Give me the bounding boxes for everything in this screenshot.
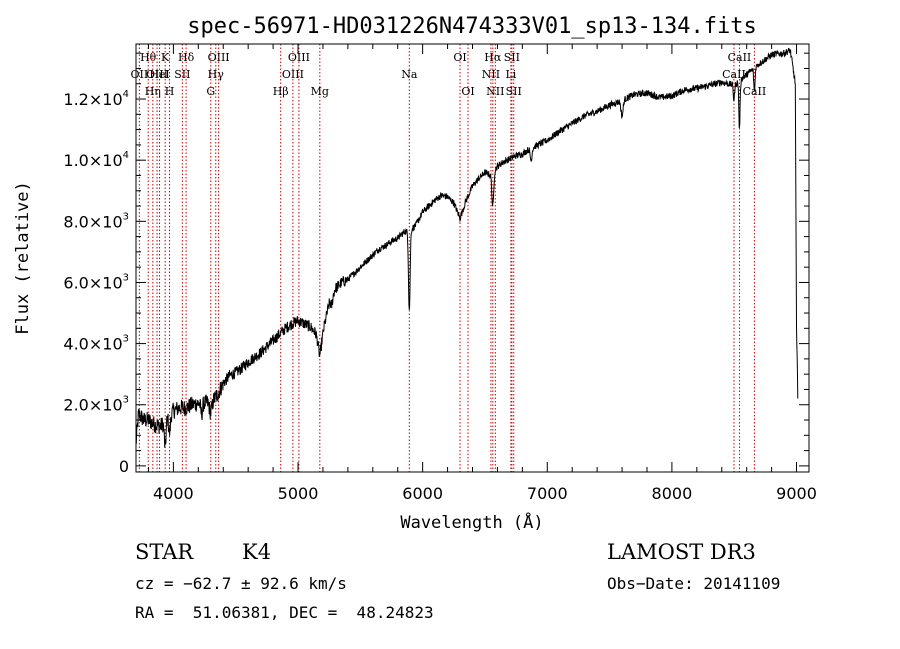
spectral-line-label: Hδ: [178, 51, 195, 64]
y-tick-exponent: 3: [123, 334, 129, 345]
spectral-line-label: G: [206, 85, 215, 98]
y-tick-label: 2.0×103: [63, 395, 129, 415]
spectral-line-label: OIII: [288, 51, 310, 64]
y-tick-mantissa: 4.0×10: [63, 335, 122, 354]
spectral-line-label: OIII: [208, 51, 230, 64]
y-tick-exponent: 3: [123, 211, 129, 222]
x-tick-label: 8000: [652, 484, 693, 503]
spectral-line-label: OIII: [282, 68, 304, 81]
y-tick-exponent: 3: [123, 272, 129, 283]
spectral-line-label: HeI: [149, 68, 169, 81]
plot-frame: [135, 43, 810, 473]
spectral-line-label: Hγ: [208, 68, 225, 81]
spectral-line-label: CaII: [743, 85, 767, 98]
spectral-line-label: CaII: [728, 51, 752, 64]
y-tick-label: 4.0×103: [63, 334, 129, 354]
spectral-line-labels: OIIHθHηOIIIHeIKHSIIHδGHγOIIIHβOIIIOIIIMg…: [131, 51, 767, 98]
x-tick-label: 9000: [776, 484, 817, 503]
spectral-line-label: H: [165, 85, 175, 98]
spectral-line-label: OIII: [146, 68, 168, 81]
y-tick-exponent: 4: [123, 89, 129, 100]
y-tick-mantissa: 1.2×10: [63, 90, 122, 109]
spectral-line-label: Hβ: [273, 85, 289, 98]
spectral-line-label: OI: [453, 51, 466, 64]
redshift-cz: cz = −62.7 ± 92.6 km/s: [135, 574, 347, 593]
spectral-line-label: SII: [506, 85, 522, 98]
spectrum-line: [135, 47, 799, 448]
y-tick-mantissa: 6.0×10: [63, 273, 122, 292]
y-tick-exponent: 4: [123, 150, 129, 161]
y-tick-mantissa: 8.0×10: [63, 212, 122, 231]
spectral-line-label: Hα: [484, 51, 502, 64]
x-tick-label: 4000: [153, 484, 194, 503]
x-tick-label: 7000: [527, 484, 568, 503]
object-type: STAR: [135, 540, 194, 564]
spectral-line-markers: [138, 44, 755, 472]
spectral-line-label: SII: [504, 51, 520, 64]
spectral-line-label: Na: [401, 68, 418, 81]
spectral-line-label: SII: [174, 68, 190, 81]
y-tick-mantissa: 1.0×10: [63, 151, 122, 170]
spectral-line-label: Li: [505, 68, 516, 81]
chart-title: spec-56971-HD031226N474333V01_sp13-134.f…: [187, 14, 757, 39]
y-tick-label: 0: [119, 457, 129, 476]
survey-name: LAMOST DR3: [607, 540, 756, 564]
spectral-line-label: K: [161, 51, 170, 64]
observation-date: Obs−Date: 20141109: [607, 574, 780, 593]
y-tick-label: 1.0×104: [63, 150, 129, 170]
spectral-line-label: OI: [461, 85, 474, 98]
spectral-line-label: Hη: [145, 85, 161, 98]
y-tick-mantissa: 2.0×10: [63, 396, 122, 415]
y-tick-mantissa: 0: [119, 457, 129, 476]
x-axis-label: Wavelength (Å): [400, 511, 543, 533]
spectral-line-label: Mg: [311, 85, 329, 98]
y-tick-label: 6.0×103: [63, 272, 129, 292]
x-tick-label: 6000: [402, 484, 443, 503]
spectral-line-label: OII: [131, 68, 149, 81]
coordinates: RA = 51.06381, DEC = 48.24823: [135, 603, 434, 622]
y-axis-label: Flux (relative): [13, 181, 33, 335]
spectral-line-label: CaII: [722, 68, 746, 81]
y-tick-label: 1.2×104: [63, 89, 129, 109]
y-tick-label: 8.0×103: [63, 211, 129, 231]
spectral-line-label: Hθ: [140, 51, 157, 64]
spectral-line-label: NII: [482, 68, 500, 81]
spectral-line-label: NII: [486, 85, 504, 98]
y-tick-exponent: 3: [123, 395, 129, 406]
x-tick-label: 5000: [278, 484, 319, 503]
spectral-subclass: K4: [242, 540, 271, 564]
axis-ticks: 4000 5000 6000 7000 8000 900002.0×1034.0×1036…: [63, 44, 817, 503]
